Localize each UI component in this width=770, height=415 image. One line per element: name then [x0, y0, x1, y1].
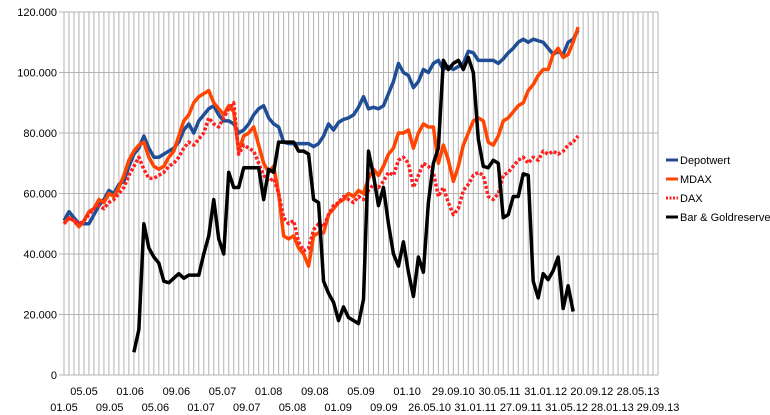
- x-tick-label: 05.07: [209, 386, 237, 398]
- y-tick-label: 0: [51, 370, 57, 382]
- x-axis-tick-labels: 05.05 01.06 09.06 05.07 01.08 09.08 05.09 01.10…: [50, 386, 679, 414]
- x-tick-label: 09.07: [233, 402, 261, 414]
- x-tick-label: 05.08: [279, 402, 307, 414]
- x-tick-label: 29.09.10: [432, 386, 475, 398]
- x-tick-label: 27.09.11: [500, 402, 542, 414]
- y-tick-label: 20.000: [23, 310, 57, 322]
- x-tick-label: 29.09.13: [637, 402, 680, 414]
- y-tick-label: 80.000: [23, 128, 57, 140]
- legend-label: Depotwert: [680, 155, 730, 167]
- x-tick-label: 01.10: [393, 386, 421, 398]
- y-tick-label: 40.000: [23, 249, 57, 261]
- y-axis-tick-labels: 0 20.000 40.000 60.000 80.000 100.000 120.000: [17, 7, 57, 382]
- y-tick-label: 60.000: [23, 189, 57, 201]
- x-tick-label: 01.05: [50, 402, 78, 414]
- axes: [63, 12, 658, 376]
- x-tick-label: 31.01.11: [454, 402, 496, 414]
- x-tick-label: 01.06: [116, 386, 144, 398]
- x-tick-label: 05.06: [142, 402, 170, 414]
- x-tick-label: 01.07: [187, 402, 215, 414]
- x-tick-label: 01.09: [324, 402, 352, 414]
- x-tick-label: 28.05.13: [617, 386, 660, 398]
- x-tick-label: 26.05.10: [408, 402, 451, 414]
- y-tick-label: 120.000: [17, 7, 57, 19]
- x-tick-label: 09.06: [163, 386, 191, 398]
- series-line-depotwert: [62, 29, 580, 226]
- x-tick-label: 05.05: [70, 386, 98, 398]
- x-tick-label: 31.01.12: [524, 386, 567, 398]
- series-lines: [62, 26, 580, 353]
- legend-label: MDAX: [680, 174, 712, 186]
- x-tick-label: 31.05.12: [545, 402, 588, 414]
- x-tick-label: 09.08: [301, 386, 329, 398]
- x-tick-label: 09.05: [96, 402, 124, 414]
- x-tick-label: 09.09: [370, 402, 398, 414]
- x-tick-label: 28.01.13: [591, 402, 634, 414]
- legend-label: Bar & Goldreserve: [680, 212, 770, 224]
- legend: Depotwert MDAX DAX Bar & Goldreserve: [666, 155, 770, 224]
- x-tick-label: 20.09.12: [570, 386, 613, 398]
- legend-label: DAX: [680, 193, 703, 205]
- y-tick-label: 100.000: [17, 68, 57, 80]
- x-tick-label: 01.08: [255, 386, 283, 398]
- series-line-bar-goldreserve: [132, 55, 575, 353]
- x-tick-label: 05.09: [347, 386, 375, 398]
- x-tick-label: 30.05.11: [478, 386, 520, 398]
